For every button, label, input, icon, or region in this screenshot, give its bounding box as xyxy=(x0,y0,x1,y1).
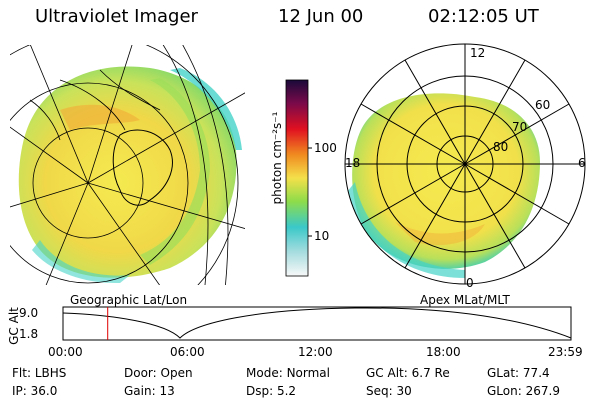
geographic-aurora-image xyxy=(10,45,245,285)
colorbar-tick-100: 100 xyxy=(314,141,337,155)
geographic-caption: Geographic Lat/Lon xyxy=(70,293,188,307)
altitude-xtick-4: 23:59 xyxy=(548,345,583,359)
mlat-label-60: 60 xyxy=(535,98,551,112)
info-flt: Flt: LBHS xyxy=(12,366,67,380)
mlat-label-80: 80 xyxy=(493,140,509,154)
mlat-label-70: 70 xyxy=(512,120,528,134)
mlt-label-18: 18 xyxy=(345,156,361,170)
info-gc-alt: GC Alt: 6.7 Re xyxy=(366,366,450,380)
info-door: Door: Open xyxy=(124,366,193,380)
info-glat: GLat: 77.4 xyxy=(487,366,550,380)
colorbar-label: photon cm⁻²s⁻¹ xyxy=(270,111,284,205)
mlt-label-6: 6 xyxy=(578,156,586,170)
app-title: Ultraviolet Imager xyxy=(35,6,198,27)
mlt-label-12: 12 xyxy=(470,46,486,60)
info-mode: Mode: Normal xyxy=(246,366,330,380)
altitude-xtick-3: 18:00 xyxy=(426,345,461,359)
apex-caption: Apex MLat/MLT xyxy=(420,293,510,307)
info-glon: GLon: 267.9 xyxy=(487,384,560,398)
info-gain: Gain: 13 xyxy=(124,384,175,398)
info-ip: IP: 36.0 xyxy=(12,384,58,398)
date-label: 12 Jun 00 xyxy=(278,6,364,27)
time-label: 02:12:05 UT xyxy=(428,6,539,27)
altitude-xtick-2: 12:00 xyxy=(298,345,333,359)
info-seq: Seq: 30 xyxy=(366,384,412,398)
polar-mlt-plot xyxy=(344,43,586,285)
altitude-ytick-low: 1.8 xyxy=(19,327,39,341)
altitude-plot xyxy=(62,306,572,341)
mlt-label-0: 0 xyxy=(466,276,474,290)
altitude-xtick-0: 00:00 xyxy=(48,345,83,359)
info-dsp: Dsp: 5.2 xyxy=(246,384,297,398)
altitude-xtick-1: 06:00 xyxy=(170,345,205,359)
intensity-colorbar xyxy=(285,79,312,277)
colorbar-tick-10: 10 xyxy=(314,229,330,243)
altitude-ytick-high: 9.0 xyxy=(19,306,39,320)
